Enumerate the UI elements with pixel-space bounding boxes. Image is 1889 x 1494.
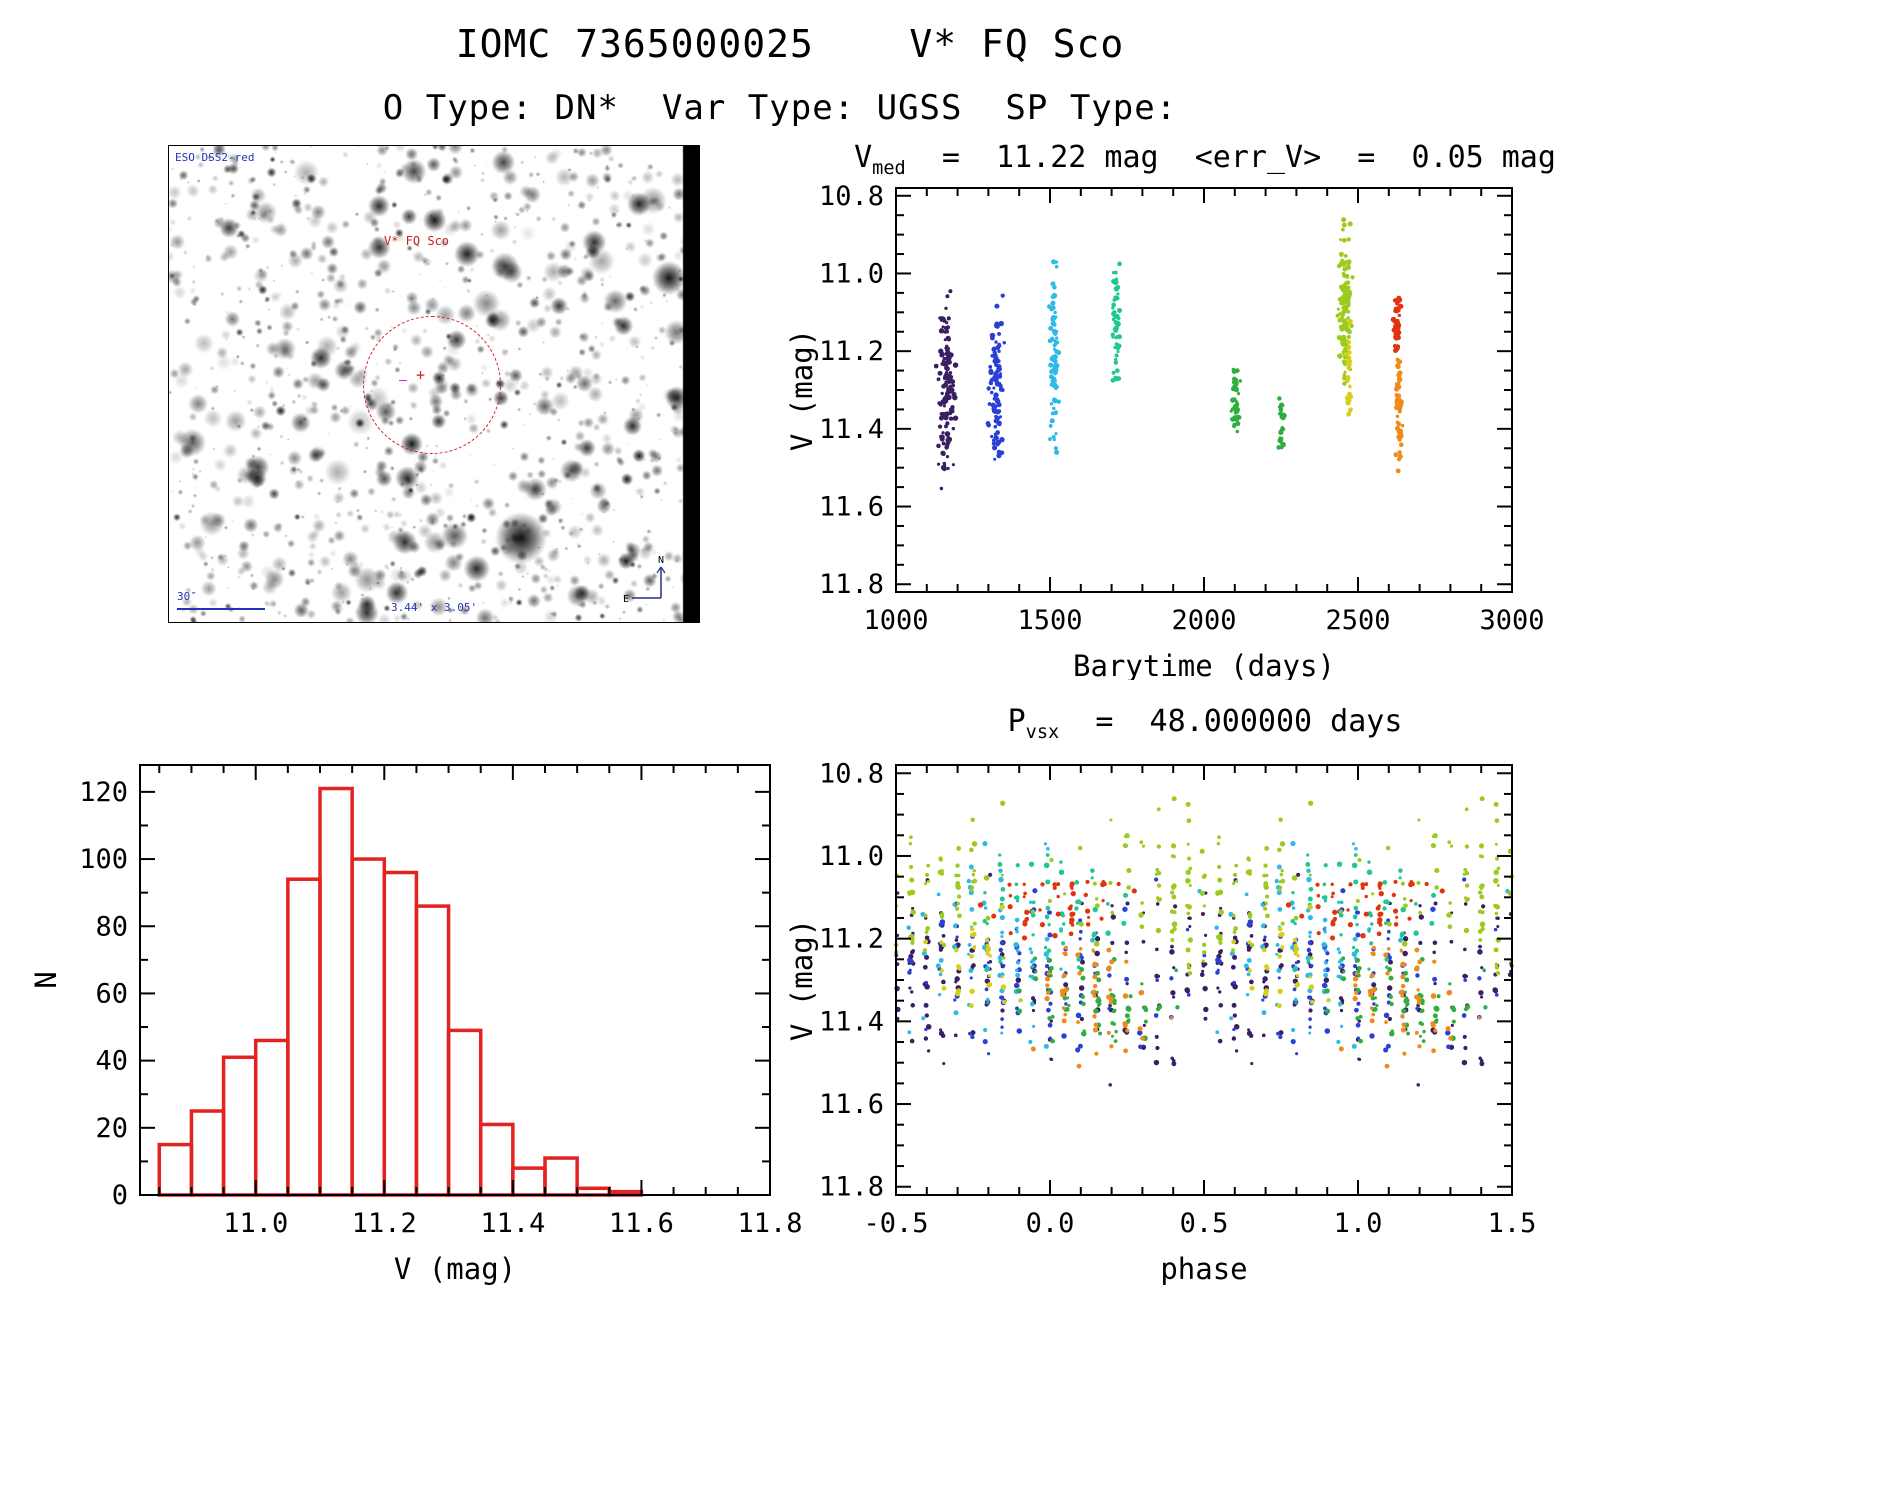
svg-text:11.8: 11.8 <box>819 1172 884 1203</box>
svg-text:80: 80 <box>95 911 128 942</box>
timeplot-title: Vmed = 11.22 mag <err_V> = 0.05 mag <box>820 140 1590 179</box>
svg-text:1.5: 1.5 <box>1488 1208 1537 1239</box>
svg-text:2500: 2500 <box>1325 605 1390 636</box>
svg-text:100: 100 <box>79 844 128 875</box>
finder-chart-panel: ESO DSS2-red V* FQ Sco + – 30″ 3.44' x 3… <box>168 145 700 623</box>
target-cross-marker: + <box>416 366 426 384</box>
scale-label: 30″ <box>177 590 197 603</box>
svg-text:0.5: 0.5 <box>1180 1208 1229 1239</box>
svg-text:V (mag): V (mag) <box>785 329 819 451</box>
svg-text:1500: 1500 <box>1017 605 1082 636</box>
svg-text:11.4: 11.4 <box>819 1006 884 1037</box>
svg-text:11.0: 11.0 <box>819 841 884 872</box>
svg-text:2000: 2000 <box>1171 605 1236 636</box>
target-circle-marker <box>363 316 501 454</box>
fov-label: 3.44' x 3.05' <box>391 601 478 614</box>
svg-text:11.2: 11.2 <box>819 336 884 367</box>
svg-text:V (mag): V (mag) <box>785 919 819 1041</box>
scale-bar <box>177 608 265 610</box>
timeplot-title-sub: med <box>872 158 906 179</box>
svg-text:11.4: 11.4 <box>480 1208 545 1239</box>
survey-label: ESO DSS2-red <box>175 151 255 164</box>
svg-text:Barytime (days): Barytime (days) <box>1073 649 1335 680</box>
page-subtitle: O Type: DN* Var Type: UGSS SP Type: <box>382 88 1178 128</box>
svg-text:20: 20 <box>95 1113 128 1144</box>
phaseplot-title-rest: = 48.000000 days <box>1059 704 1403 739</box>
phaseplot-title-sub: vsx <box>1025 722 1060 743</box>
compass-icon: N E <box>623 555 666 605</box>
timeplot-chart: 1000 1500 2000 2500 3000 10.8 11.0 11.2 11.4 11.6… <box>785 181 1545 680</box>
phaseplot-title: Pvsx = 48.000000 days <box>820 704 1590 743</box>
svg-text:11.0: 11.0 <box>819 258 884 289</box>
svg-text:11.6: 11.6 <box>819 1089 884 1120</box>
compass-north-label: N <box>658 555 664 566</box>
svg-text:1000: 1000 <box>863 605 928 636</box>
svg-text:V (mag): V (mag) <box>394 1252 516 1286</box>
compass-east-label: E <box>623 594 629 605</box>
svg-text:3000: 3000 <box>1479 605 1544 636</box>
svg-text:11.8: 11.8 <box>819 569 884 600</box>
svg-text:-0.5: -0.5 <box>863 1208 928 1239</box>
svg-text:phase: phase <box>1160 1252 1247 1286</box>
svg-text:N: N <box>30 971 63 988</box>
svg-text:11.2: 11.2 <box>352 1208 417 1239</box>
svg-text:11.6: 11.6 <box>819 492 884 523</box>
phaseplot-chart: -0.5 0.0 0.5 1.0 1.5 10.8 11.0 11.2 11.4 11.6 11.8… <box>785 758 1537 1286</box>
svg-text:60: 60 <box>95 978 128 1009</box>
svg-text:0: 0 <box>112 1180 128 1211</box>
phaseplot-title-prefix: P <box>1007 704 1026 739</box>
timeplot-title-rest: = 11.22 mag <err_V> = 0.05 mag <box>905 140 1556 175</box>
svg-text:10.8: 10.8 <box>819 758 884 789</box>
svg-text:11.4: 11.4 <box>819 414 884 445</box>
svg-text:120: 120 <box>79 777 128 808</box>
svg-text:40: 40 <box>95 1046 128 1077</box>
svg-text:1.0: 1.0 <box>1334 1208 1383 1239</box>
target-name-label: V* FQ Sco <box>384 234 450 248</box>
histogram-chart: 11.0 11.2 11.4 11.6 11.8 0 20 40 60 80 100 120 V (ma… <box>30 764 803 1286</box>
timeplot-title-prefix: V <box>854 140 873 175</box>
page-title: IOMC 7365000025 V* FQ Sco <box>455 22 1125 66</box>
svg-text:0.0: 0.0 <box>1026 1208 1075 1239</box>
svg-text:11.0: 11.0 <box>223 1208 288 1239</box>
svg-text:11.6: 11.6 <box>609 1208 674 1239</box>
svg-text:10.8: 10.8 <box>819 181 884 212</box>
svg-text:11.2: 11.2 <box>819 924 884 955</box>
target-tick-marker: – <box>399 373 407 388</box>
svg-text:11.8: 11.8 <box>737 1208 802 1239</box>
